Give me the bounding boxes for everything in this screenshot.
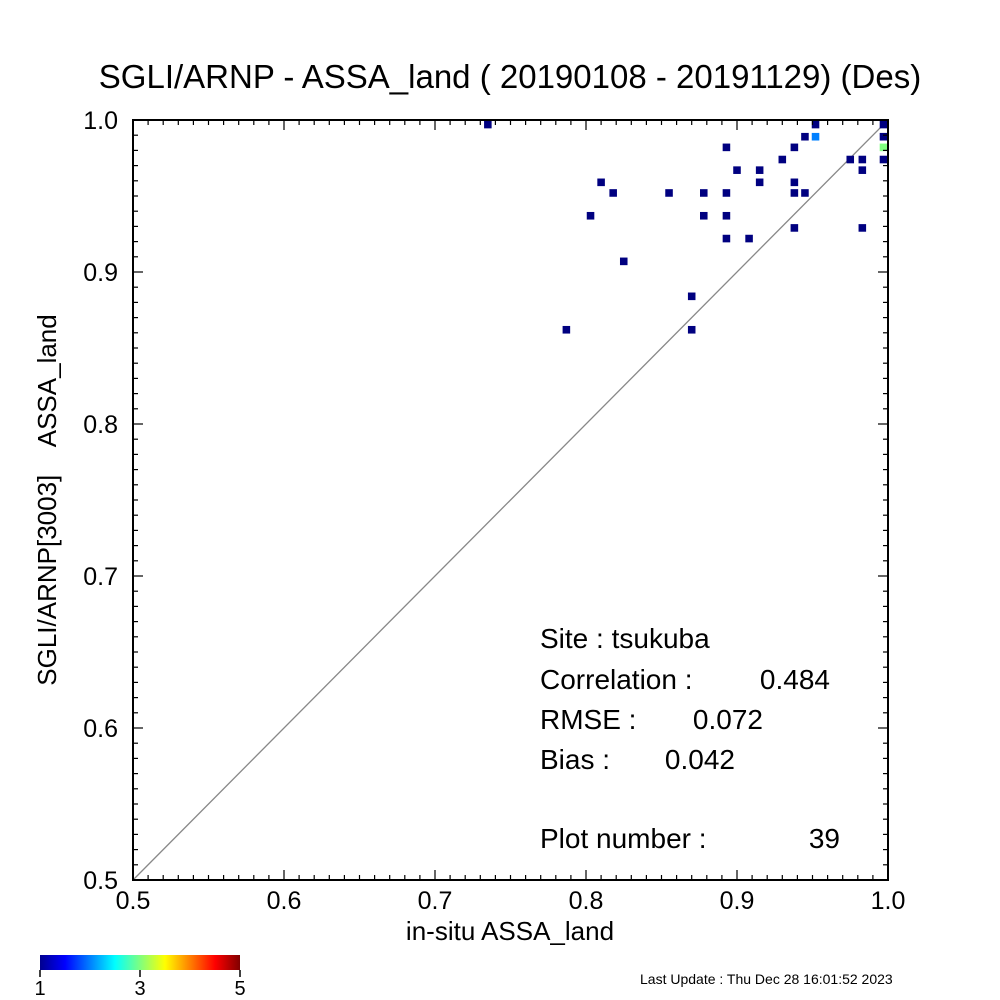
x-tick-label: 0.8 [569, 887, 604, 915]
data-point [722, 189, 731, 197]
data-point [879, 120, 888, 129]
data-point [755, 166, 764, 174]
x-tick-label: 0.7 [418, 887, 453, 915]
x-tick-labels: 0.5 0.6 0.7 0.8 0.9 1.0 [116, 887, 906, 915]
data-point [687, 292, 696, 301]
data-point [778, 155, 787, 164]
data-point [790, 224, 799, 232]
x-tick-label: 1.0 [871, 887, 906, 915]
data-point [790, 143, 799, 152]
colorbar-gradient [40, 955, 240, 970]
data-point [722, 234, 731, 243]
y-tick-labels: 0.5 0.6 0.7 0.8 0.9 1.0 [83, 107, 118, 895]
colorbar: 1 3 5 [34, 955, 246, 1000]
correlation-value: 0.484 [760, 664, 830, 695]
x-tick-label: 0.9 [720, 887, 755, 915]
data-point [484, 120, 492, 129]
data-point [755, 178, 764, 187]
data-point [586, 211, 595, 220]
data-point [609, 189, 617, 197]
rmse-label: RMSE : [540, 704, 636, 735]
data-point [722, 211, 731, 220]
chart-title: SGLI/ARNP - ASSA_land ( 20190108 - 20191… [99, 58, 921, 95]
data-point [801, 132, 809, 141]
x-tick-label: 0.6 [267, 887, 302, 915]
colorbar-min-label: 1 [34, 978, 45, 1000]
data-point [790, 178, 799, 187]
data-point [879, 132, 888, 141]
data-point [722, 143, 731, 152]
y-tick-label: 1.0 [83, 107, 118, 135]
rmse-value: 0.072 [693, 704, 763, 735]
plot-frame [132, 119, 889, 881]
data-point [858, 166, 867, 174]
data-point [879, 143, 888, 152]
y-tick-label: 0.6 [83, 715, 118, 743]
data-point [790, 189, 799, 197]
data-point [858, 224, 867, 232]
plot-number-value: 39 [809, 823, 840, 854]
data-point [665, 189, 673, 197]
data-point [846, 155, 855, 164]
data-point [745, 234, 753, 243]
plot-number-label: Plot number : [540, 823, 707, 854]
bias-label: Bias : [540, 744, 610, 775]
data-point [597, 178, 605, 187]
last-update-text: Last Update : Thu Dec 28 16:01:52 2023 [640, 971, 893, 987]
y-tick-label: 0.9 [83, 259, 118, 287]
data-point [879, 155, 888, 164]
data-point [562, 325, 571, 334]
reference-line-layer [132, 119, 889, 881]
data-point [733, 166, 741, 174]
y-axis-label: SGLI/ARNP[3003] ASSA_land [32, 314, 62, 685]
x-tick-label: 0.5 [116, 887, 151, 915]
y-tick-label: 0.8 [83, 411, 118, 439]
data-point [801, 189, 809, 197]
data-point [619, 257, 628, 266]
x-axis-label: in-situ ASSA_land [406, 916, 614, 946]
correlation-label: Correlation : [540, 664, 693, 695]
data-point [858, 155, 867, 164]
data-point [700, 189, 708, 197]
site-label: Site : tsukuba [540, 623, 710, 654]
data-points-layer [484, 120, 888, 334]
y-tick-label: 0.5 [83, 867, 118, 895]
data-point [700, 211, 708, 220]
bias-value: 0.042 [665, 744, 735, 775]
stats-box: Site : tsukuba Correlation : 0.484 RMSE … [540, 623, 840, 854]
one-to-one-line [132, 119, 889, 881]
data-point [687, 325, 696, 334]
colorbar-mid-label: 3 [134, 978, 145, 1000]
y-tick-label: 0.7 [83, 563, 118, 591]
colorbar-max-label: 5 [234, 978, 245, 1000]
data-point [811, 132, 820, 141]
data-point [811, 120, 820, 129]
